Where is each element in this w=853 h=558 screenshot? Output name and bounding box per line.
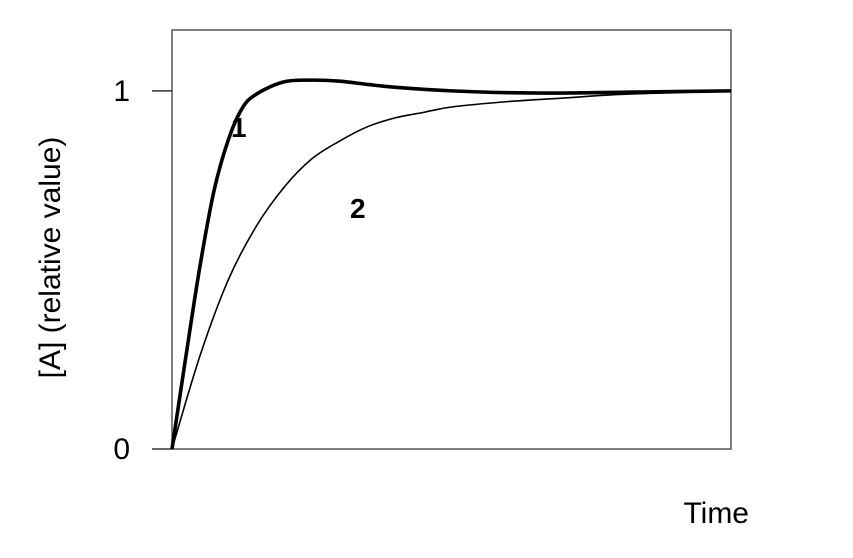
series-1-line	[170, 78, 732, 450]
series-2-line	[171, 90, 732, 450]
series-2-label: 2	[350, 193, 366, 224]
y-axis: 01	[113, 75, 172, 466]
series-1-label: 1	[231, 112, 247, 143]
series-layer: 12	[170, 78, 732, 450]
y-tick-label: 1	[113, 75, 130, 108]
x-axis-title: Time	[683, 497, 749, 530]
y-tick-label: 0	[113, 433, 130, 466]
y-axis-title: [A] (relative value)	[34, 137, 67, 379]
plot-frame	[171, 29, 732, 450]
